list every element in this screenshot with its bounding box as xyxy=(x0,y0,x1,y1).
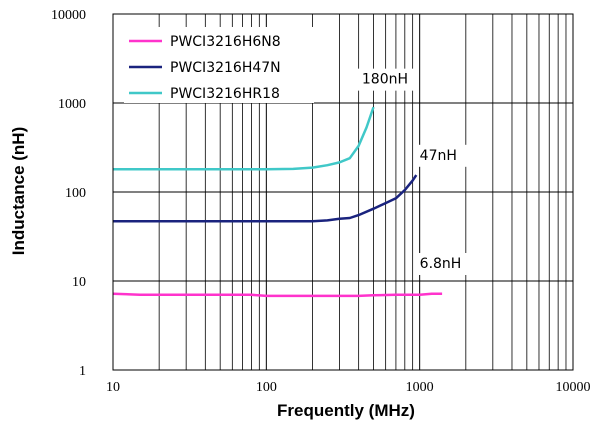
x-tick-label: 100 xyxy=(256,380,277,395)
x-tick-labels: 10 100 1000 10000 xyxy=(106,380,591,395)
series-line-pwci3216h6n8 xyxy=(112,292,443,298)
legend: PWCI3216H6N8 PWCI3216H47N PWCI3216HR18 xyxy=(124,27,314,103)
series-lines xyxy=(112,106,443,298)
x-axis-title: Frequently (MHz) xyxy=(277,401,415,420)
annotation-background xyxy=(413,144,474,167)
series-line-pwci3216hr18 xyxy=(113,106,375,171)
plot-frame xyxy=(112,13,574,371)
legend-label: PWCI3216H6N8 xyxy=(170,34,281,50)
y-tick-label: 1 xyxy=(79,364,86,379)
x-tick-label: 10 xyxy=(106,380,120,395)
legend-label: PWCI3216H47N xyxy=(170,60,281,76)
annotation-background xyxy=(413,252,474,275)
legend-background xyxy=(124,27,314,103)
y-tick-label: 10 xyxy=(72,275,86,290)
annotation-label: 6.8nH xyxy=(420,256,462,272)
y-axis-title: Inductance (nH) xyxy=(9,127,28,255)
series-line-pwci3216h47n xyxy=(113,174,418,223)
y-tick-label: 100 xyxy=(65,186,86,201)
annotation-background xyxy=(355,68,416,91)
x-tick-label: 1000 xyxy=(406,380,434,395)
annotation-label: 47nH xyxy=(420,148,457,164)
y-tick-labels: 10000 1000 100 10 1 xyxy=(51,8,86,379)
y-tick-label: 10000 xyxy=(51,8,86,23)
y-tick-label: 1000 xyxy=(58,97,86,112)
legend-label: PWCI3216HR18 xyxy=(170,86,280,102)
annotations: 180nH 47nH 6.8nH xyxy=(355,68,474,275)
annotation-label: 180nH xyxy=(362,72,408,88)
x-tick-label: 10000 xyxy=(556,380,591,395)
